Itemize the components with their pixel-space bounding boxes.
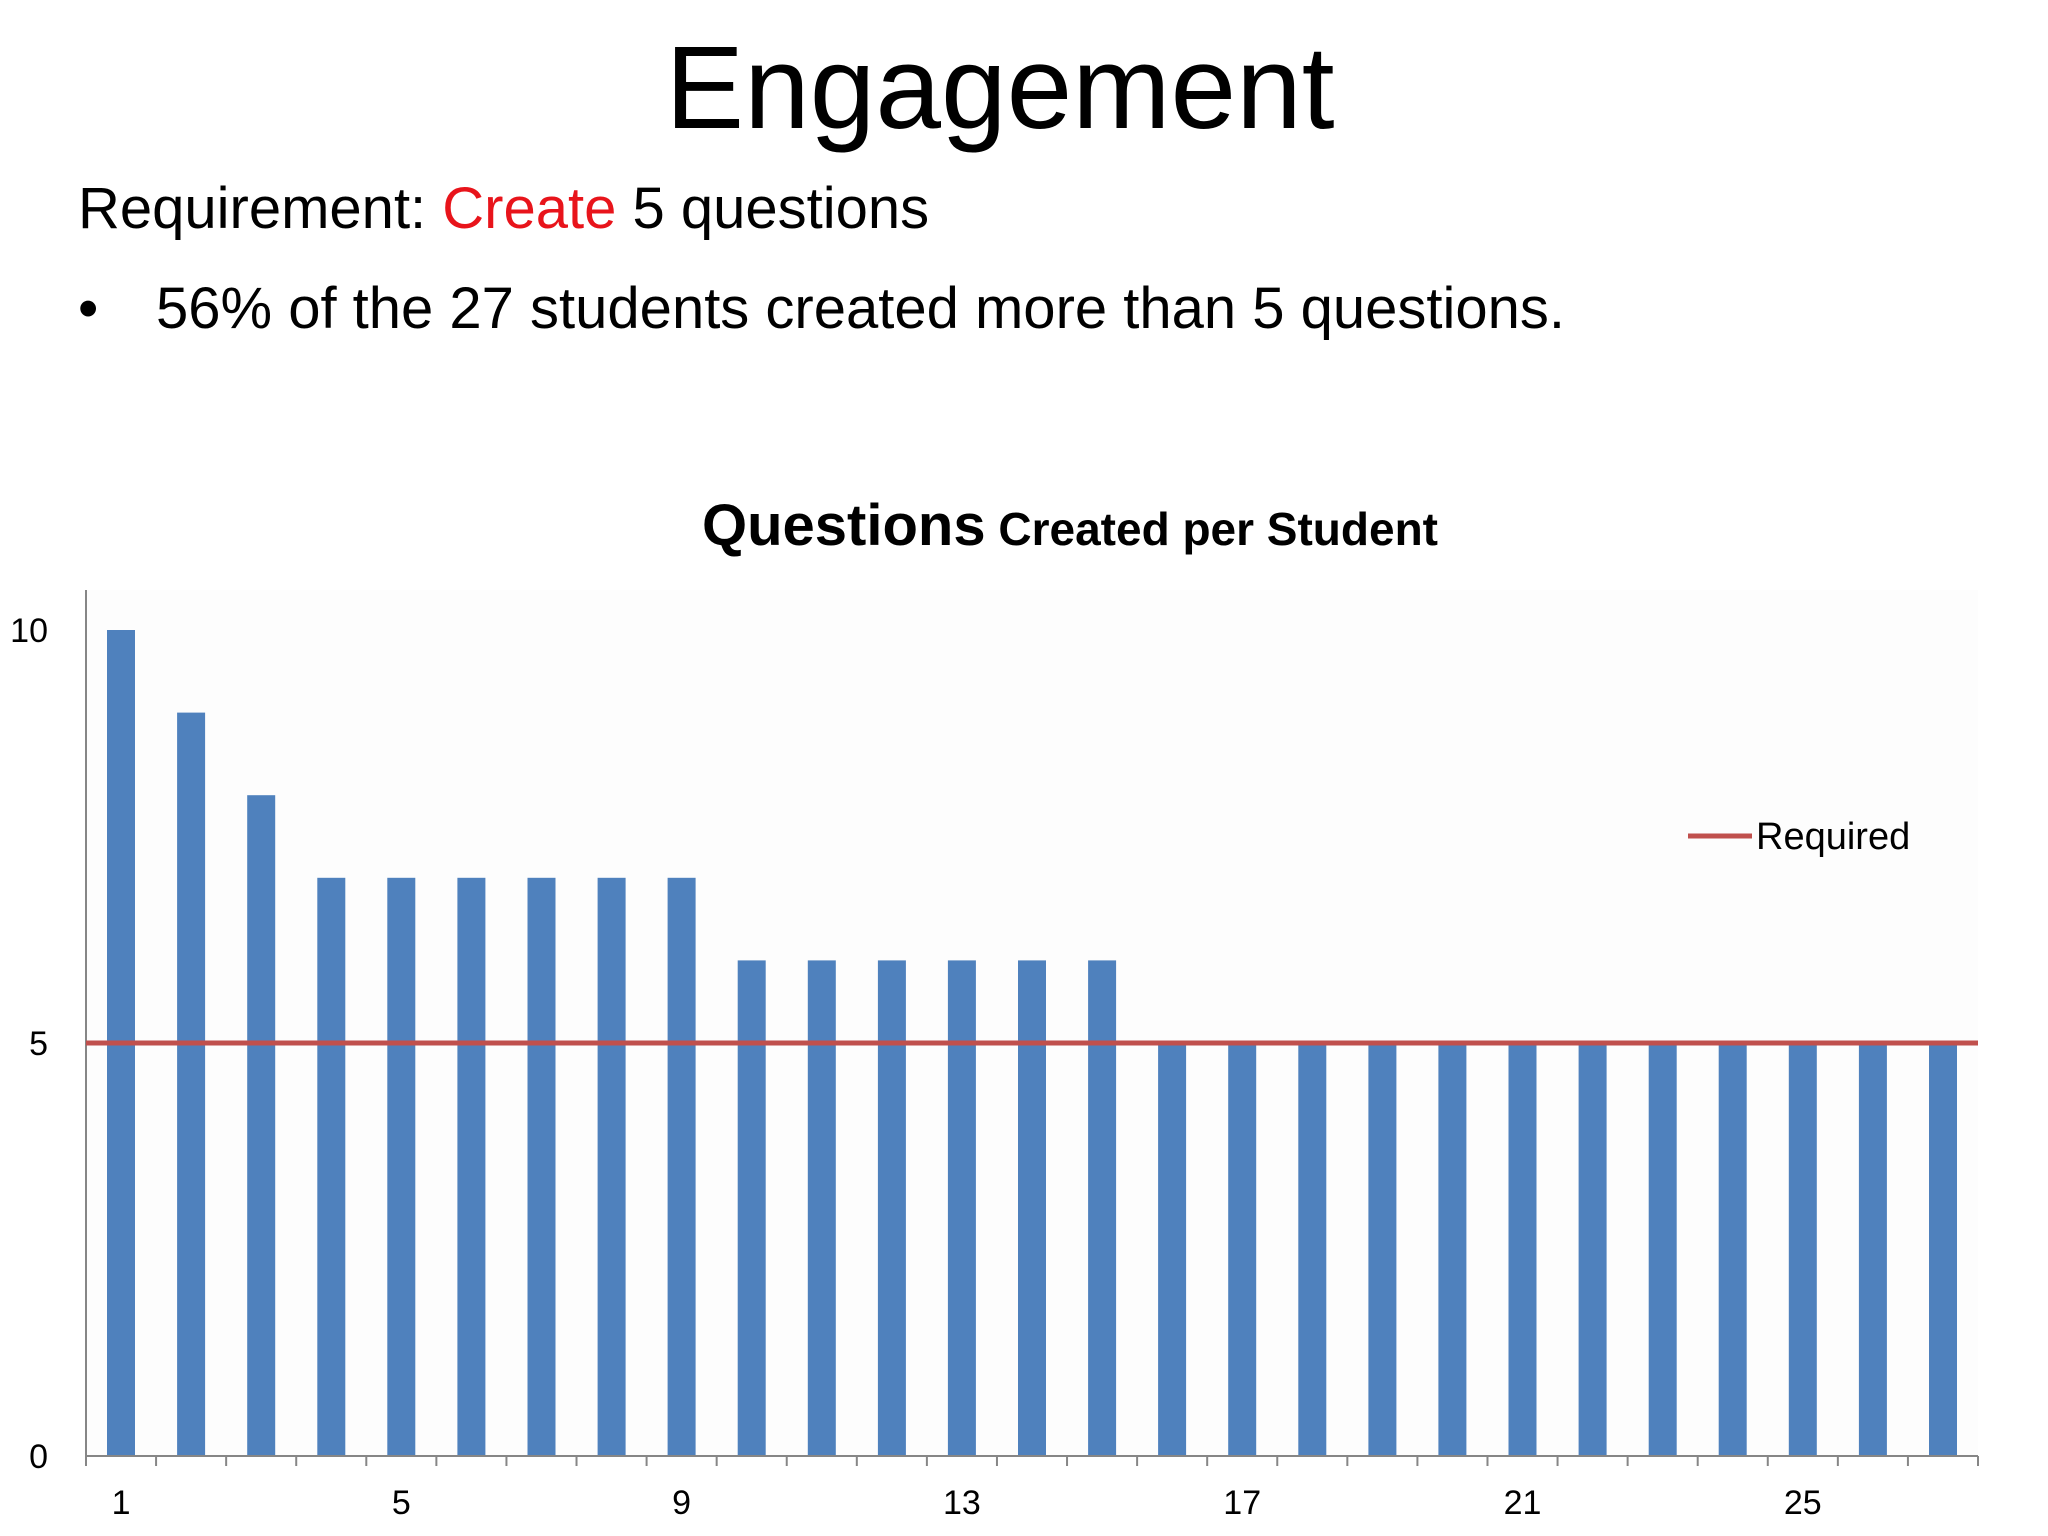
chart-title-rest: Created per Student: [985, 503, 1439, 555]
requirement-prefix: Requirement:: [78, 176, 443, 241]
x-tick-label: 5: [392, 1484, 411, 1522]
y-tick-label: 10: [10, 612, 48, 650]
bar-student-19: [1368, 1043, 1397, 1456]
bar-student-25: [1788, 1043, 1817, 1456]
bar-student-12: [877, 960, 906, 1456]
x-tick-label: 1: [112, 1484, 131, 1522]
requirement-highlight: Create: [442, 176, 617, 241]
bar-student-3: [247, 795, 276, 1456]
bar-student-24: [1718, 1043, 1747, 1456]
chart-title-main: Questions: [701, 493, 986, 558]
slide-title: Engagement: [665, 22, 1335, 154]
chart-title: Questions Created per Student: [0, 492, 2048, 559]
bar-student-5: [387, 877, 416, 1456]
x-tick-label: 13: [943, 1484, 981, 1522]
bar-student-6: [457, 877, 486, 1456]
bullet-dot: •: [78, 276, 99, 341]
x-tick-label: 17: [1223, 1484, 1261, 1522]
legend-required-label: Required: [1756, 816, 1910, 858]
bar-student-11: [807, 960, 836, 1456]
bar-student-20: [1438, 1043, 1467, 1456]
x-tick-label: 21: [1504, 1484, 1542, 1522]
bar-student-16: [1158, 1043, 1187, 1456]
y-tick-label: 0: [29, 1438, 48, 1476]
bar-student-8: [597, 877, 626, 1456]
bar-student-21: [1508, 1043, 1537, 1456]
bullet-item: • 56% of the 27 students created more tha…: [78, 272, 1565, 346]
bar-student-9: [667, 877, 696, 1456]
x-tick-label: 9: [672, 1484, 691, 1522]
x-tick-label: 25: [1784, 1484, 1822, 1522]
requirement-line: Requirement: Create 5 questions: [78, 172, 929, 246]
bar-student-18: [1298, 1043, 1327, 1456]
bar-student-17: [1228, 1043, 1257, 1456]
bar-student-10: [737, 960, 766, 1456]
bar-student-26: [1858, 1043, 1887, 1456]
bar-student-22: [1578, 1043, 1607, 1456]
bar-student-4: [317, 877, 346, 1456]
bar-student-23: [1648, 1043, 1677, 1456]
bar-student-2: [177, 712, 206, 1456]
bar-student-13: [947, 960, 976, 1456]
requirement-suffix: 5 questions: [616, 176, 930, 241]
bar-student-14: [1018, 960, 1046, 1456]
bar-student-15: [1088, 960, 1117, 1456]
y-tick-label: 5: [29, 1025, 48, 1063]
bullet-text: 56% of the 27 students created more than…: [156, 276, 1566, 341]
bar-student-7: [527, 877, 556, 1456]
bar-student-27: [1929, 1043, 1957, 1456]
